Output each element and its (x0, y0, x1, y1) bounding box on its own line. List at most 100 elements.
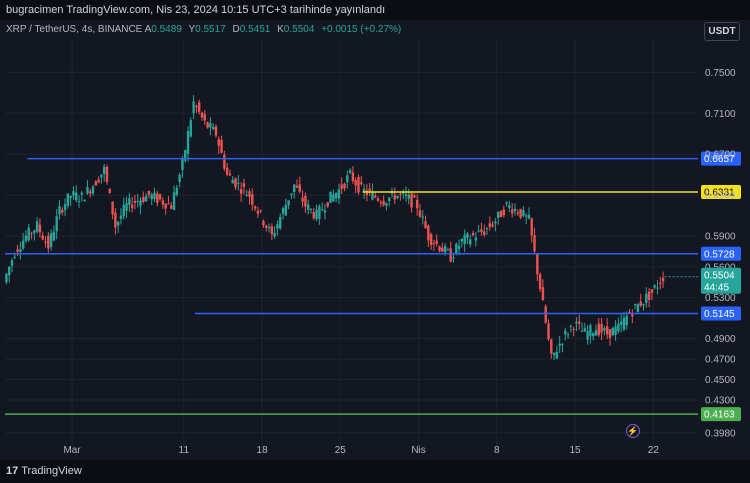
candle-body (614, 326, 617, 335)
candle-body (466, 233, 469, 238)
candle-body (471, 232, 475, 236)
y-tick-label: 0.4500 (705, 375, 736, 386)
candle-body (460, 238, 464, 242)
candle-body (597, 323, 601, 336)
candle-body (265, 225, 268, 229)
candle-body (547, 323, 550, 340)
candle-body (343, 183, 346, 189)
candle-body (396, 195, 399, 199)
candle-body (80, 192, 84, 195)
candle-body (170, 205, 173, 209)
candle-body (558, 343, 561, 346)
candle-body (77, 200, 81, 203)
candle-body (19, 249, 22, 252)
candle-body (429, 234, 433, 245)
candle-body (401, 192, 405, 194)
candle-body (645, 293, 648, 303)
candle-body (647, 291, 651, 300)
candle-body (142, 197, 145, 203)
candle-body (89, 191, 92, 194)
price-chart[interactable]: 0.6657 0.6331 0.5728 0.5145 0.4163 0.7500 0.7… (0, 20, 750, 460)
candle-body (508, 205, 511, 209)
tradingview-logo-icon: 17 (6, 465, 19, 477)
candle-body (108, 188, 111, 194)
candle-body (605, 326, 609, 335)
candle-body (538, 274, 542, 290)
candle-body (650, 289, 654, 293)
candle-body (256, 210, 260, 214)
lightning-icon[interactable]: ⚡ (626, 424, 640, 438)
candle-body (175, 187, 179, 195)
y-tick-label: 0.6300 (705, 191, 736, 202)
candle-body (234, 178, 237, 188)
candle-body (281, 208, 285, 214)
level-label: 0.4163 (704, 410, 735, 421)
candle-body (388, 197, 391, 202)
candle-body (35, 221, 39, 232)
level-badge (701, 306, 741, 321)
candle-body (47, 235, 50, 249)
change-value: +0.0015 (+0.27%) (321, 24, 402, 35)
level-badge (701, 151, 741, 166)
candle-body (522, 210, 525, 216)
candle-body (659, 283, 662, 285)
candle-body (586, 331, 589, 340)
candle-body (220, 140, 223, 153)
candle-body (348, 169, 352, 173)
candle-body (441, 247, 444, 252)
footer-bar (0, 460, 750, 483)
y-tick-label: 0.5900 (705, 232, 736, 243)
candle-body (262, 220, 265, 226)
candle-body (49, 233, 53, 248)
currency-button[interactable]: USDT (704, 22, 740, 41)
candle-body (603, 327, 606, 331)
candle-body (21, 240, 25, 249)
close-value: 0.5504 (283, 24, 315, 35)
level-label: 0.5145 (704, 309, 735, 320)
candle-body (253, 206, 257, 209)
candle-body (642, 303, 645, 306)
candle-body (44, 241, 47, 243)
candle-body (561, 343, 564, 345)
candle-body (200, 112, 204, 118)
candle-body (116, 221, 120, 226)
candle-body (284, 204, 288, 216)
candle-body (485, 228, 489, 230)
candle-body (457, 246, 461, 249)
candle-body (315, 209, 318, 220)
y-tick-label: 0.7500 (705, 68, 736, 79)
chart-canvas[interactable]: 0.6657 0.6331 0.5728 0.5145 0.4163 0.7500 0.7… (0, 20, 750, 460)
current-price-marker: 0.5504 44:45 (701, 267, 741, 294)
candle-body (119, 215, 123, 219)
candle-body (198, 102, 201, 112)
countdown-timer: 44:45 (704, 283, 729, 294)
candle-body (452, 257, 455, 259)
candle-body (178, 174, 181, 183)
candle-body (38, 224, 42, 233)
candle-body (83, 199, 86, 202)
candle-body (552, 352, 556, 356)
y-axis: 0.75000.71000.67000.63000.59000.56000.53… (705, 68, 736, 440)
candle-body (513, 208, 517, 212)
candle-body (421, 216, 424, 218)
candle-body (114, 212, 117, 228)
candle-body (415, 199, 419, 209)
candle-body (393, 194, 397, 200)
candle-body (214, 126, 218, 136)
candle-body (639, 301, 642, 306)
candle-body (600, 323, 603, 333)
publish-info: bugracimen TradingView.com, Nis 23, 2024… (6, 4, 386, 16)
candle-body (438, 246, 441, 252)
x-tick-label: 8 (494, 445, 500, 456)
candles (5, 95, 665, 361)
symbol-name[interactable]: XRP / TetherUS, 4s, BINANCE (6, 24, 143, 35)
candle-body (413, 195, 416, 198)
candle-body (128, 198, 131, 205)
candle-body (340, 184, 343, 189)
tradingview-logo[interactable]: 17 TradingView (6, 465, 82, 477)
candle-body (564, 330, 567, 335)
y-tick-label: 0.3980 (705, 428, 736, 439)
candle-body (376, 198, 380, 201)
level-badge (701, 407, 741, 422)
low-label: D (232, 24, 240, 35)
